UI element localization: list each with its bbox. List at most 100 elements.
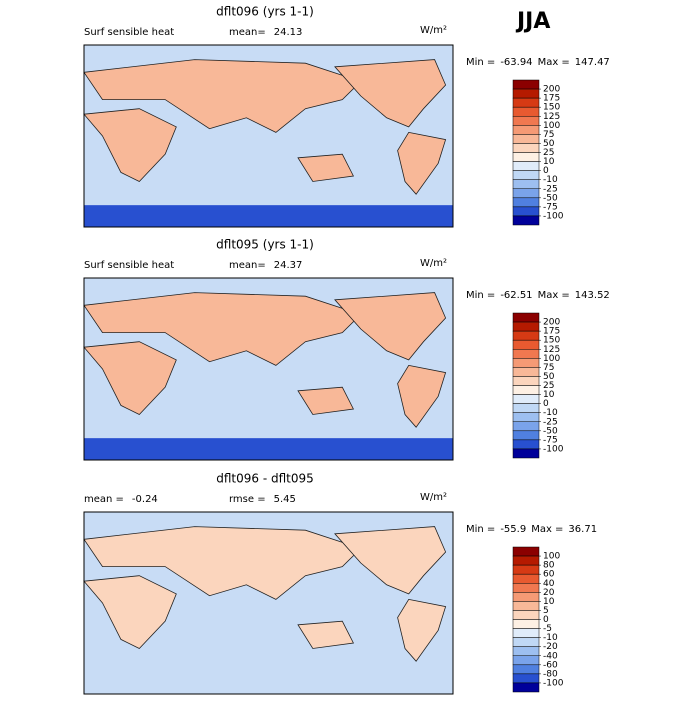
colorbar-swatch [512, 664, 540, 675]
colorbar-label: -50 [543, 193, 558, 203]
rmse-text: rmse = 5.45 [229, 494, 296, 505]
colorbar-swatch [512, 546, 540, 557]
colorbar-swatch [512, 448, 540, 459]
colorbar-swatch [512, 592, 540, 602]
colorbar-label: 0 [543, 615, 549, 625]
colorbar-swatch [512, 170, 540, 180]
min-max-text: Min = -62.51 Max = 143.52 [466, 290, 610, 301]
colorbar-label: -75 [543, 435, 558, 445]
colorbar-label: 0 [543, 399, 549, 409]
colorbar-swatch [512, 394, 540, 404]
colorbar-swatch [512, 106, 540, 117]
colorbar-label: 100 [543, 354, 560, 364]
colorbar-label: -25 [543, 417, 558, 427]
colorbar-label: 0 [543, 166, 549, 176]
panel-title: dflt096 (yrs 1-1) [216, 5, 314, 19]
min-label: Min = [466, 57, 495, 68]
colorbar-swatch [512, 367, 540, 377]
colorbar-label: 60 [543, 570, 555, 580]
colorbar-label: 75 [543, 130, 554, 140]
colorbar-swatch [512, 412, 540, 422]
colorbar-swatch [512, 358, 540, 368]
colorbar-swatch [512, 646, 540, 656]
colorbar-label: -10 [543, 408, 558, 418]
map-land [334, 59, 447, 128]
colorbar-swatch [512, 655, 540, 666]
map-land [83, 108, 177, 182]
colorbar-label: 80 [543, 561, 555, 571]
colorbar-swatch [512, 134, 540, 144]
colorbar-swatch [512, 619, 540, 629]
map-antarctic [84, 205, 453, 227]
colorbar-label: -80 [543, 669, 558, 679]
min-max-text: Min = -63.94 Max = 147.47 [466, 57, 610, 68]
colorbar-label: 200 [543, 85, 560, 95]
mean-text: mean = -0.24 [84, 494, 158, 505]
colorbar-swatch [512, 628, 540, 638]
colorbar-swatch [512, 179, 540, 189]
colorbar-swatch [512, 206, 540, 217]
map-frame [83, 511, 454, 695]
colorbar-label: 10 [543, 390, 555, 400]
colorbar-swatch [512, 573, 540, 584]
map-land [397, 364, 447, 428]
colorbar-label: 10 [543, 597, 555, 607]
colorbar-swatch [512, 339, 540, 350]
colorbar-swatch [512, 601, 540, 611]
colorbar-swatch [512, 88, 540, 99]
max-value: 36.71 [568, 524, 597, 535]
rmse-label: rmse = [229, 494, 266, 505]
colorbar-label: -10 [543, 175, 558, 185]
colorbar-swatch [512, 376, 540, 386]
colorbar-swatch [512, 421, 540, 432]
colorbar-label: 150 [543, 103, 560, 113]
colorbar-label: 10 [543, 157, 555, 167]
panel-title: dflt095 (yrs 1-1) [216, 238, 314, 252]
max-label: Max = [531, 524, 563, 535]
map-land [83, 59, 362, 133]
max-value: 147.47 [575, 57, 610, 68]
colorbar-label: 5 [543, 606, 549, 616]
colorbar-label: -10 [543, 633, 558, 643]
colorbar-swatch [512, 439, 540, 450]
colorbar-label: 25 [543, 148, 554, 158]
colorbar-label: 100 [543, 121, 560, 131]
colorbar-swatch [512, 215, 540, 226]
max-label: Max = [538, 290, 570, 301]
min-label: Min = [466, 290, 495, 301]
mean-value: -0.24 [132, 494, 158, 505]
min-value: -63.94 [500, 57, 532, 68]
colorbar-label: -40 [543, 651, 558, 661]
map-antarctic [84, 438, 453, 460]
map-land [297, 153, 355, 182]
colorbar-label: -75 [543, 202, 558, 212]
units: W/m² [420, 492, 447, 503]
colorbar-swatch [512, 79, 540, 90]
mean-label: mean= [229, 260, 266, 271]
colorbar-label: 75 [543, 363, 554, 373]
colorbar-label: -100 [543, 444, 564, 454]
map-land [297, 620, 355, 649]
rmse-value: 5.45 [274, 494, 296, 505]
map-land [83, 526, 362, 600]
colorbar-swatch [512, 583, 540, 593]
map-frame [83, 277, 454, 461]
max-value: 143.52 [575, 290, 610, 301]
colorbar-swatch [512, 430, 540, 441]
colorbar-swatch [512, 97, 540, 108]
map-land [334, 292, 447, 361]
units: W/m² [420, 258, 447, 269]
min-label: Min = [466, 524, 495, 535]
mean-label: mean= [229, 27, 266, 38]
colorbar-swatch [512, 188, 540, 199]
colorbar-swatch [512, 125, 540, 135]
mean-text: mean= 24.37 [229, 260, 302, 271]
max-label: Max = [538, 57, 570, 68]
colorbar-swatch [512, 152, 540, 162]
colorbar-swatch [512, 403, 540, 413]
colorbar-swatch [512, 673, 540, 684]
min-max-text: Min = -55.9 Max = 36.71 [466, 524, 597, 535]
season-label: JJA [515, 9, 550, 34]
mean-value: 24.13 [274, 27, 303, 38]
panel-title: dflt096 - dflt095 [216, 472, 314, 486]
